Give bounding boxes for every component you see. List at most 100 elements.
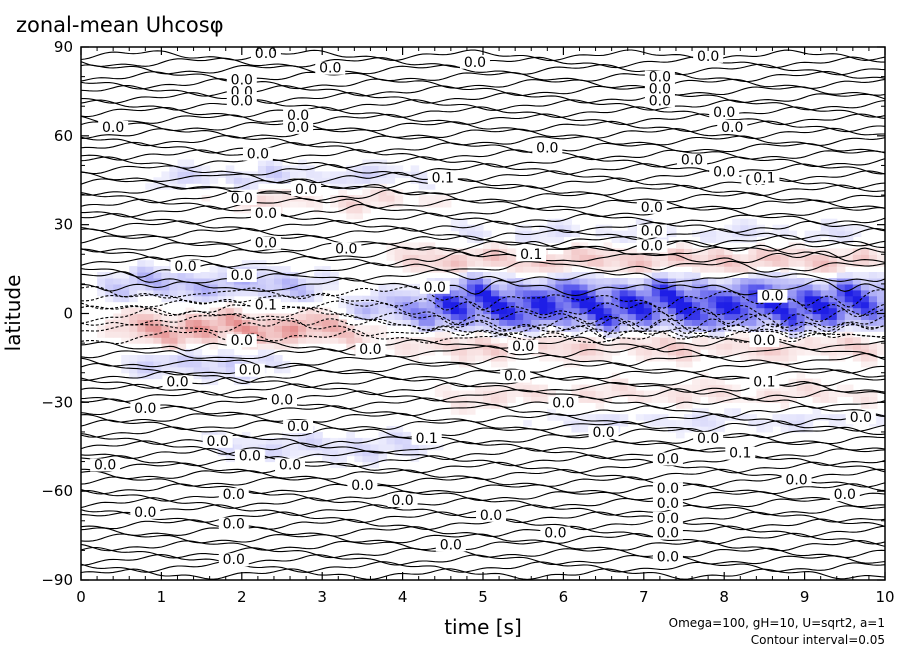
- field-cell: [499, 325, 508, 332]
- field-cell: [290, 171, 299, 178]
- field-cell: [772, 283, 781, 291]
- field-cell: [257, 283, 267, 291]
- field-cell: [370, 337, 379, 344]
- field-cell: [193, 313, 203, 320]
- field-cell: [852, 355, 862, 362]
- x-axis: 0 1 2 3 4 5 6 7 8 9 10: [76, 47, 895, 606]
- field-cell: [571, 248, 580, 255]
- field-cell: [314, 449, 323, 457]
- field-cell: [700, 301, 709, 309]
- field-cell: [611, 248, 621, 255]
- field-cell: [169, 325, 178, 332]
- field-cell: [772, 254, 781, 261]
- field-cell: [651, 414, 661, 421]
- field-cell: [571, 313, 580, 320]
- field-cell: [571, 343, 580, 350]
- field-cell: [732, 325, 741, 332]
- field-cell: [338, 455, 347, 463]
- field-cell: [354, 455, 363, 463]
- field-cell: [836, 283, 846, 291]
- field-cell: [684, 307, 693, 315]
- contour-label-bg: [725, 446, 756, 460]
- field-cell: [611, 230, 621, 238]
- field-cell: [322, 272, 331, 279]
- field-cell: [137, 260, 146, 267]
- field-cell: [860, 295, 870, 303]
- field-cell: [426, 248, 436, 255]
- field-cell: [587, 254, 597, 261]
- field-cell: [684, 384, 693, 392]
- field-cell: [499, 254, 508, 261]
- contour-line: [81, 141, 885, 154]
- field-cell: [643, 301, 653, 309]
- field-cell: [836, 301, 846, 309]
- field-cell: [137, 366, 146, 374]
- contour-line: [81, 92, 885, 104]
- field-cell: [507, 278, 516, 285]
- field-cell: [314, 177, 323, 184]
- contour-line: [81, 285, 885, 311]
- field-cell: [780, 349, 790, 356]
- field-cell: [756, 319, 765, 326]
- contour-label: 0.0: [351, 478, 373, 494]
- field-cell: [491, 337, 500, 344]
- field-cell: [877, 289, 885, 297]
- field-cell: [643, 396, 653, 403]
- field-cell: [402, 449, 412, 457]
- field-cell: [571, 278, 580, 285]
- field-cell: [868, 396, 878, 403]
- field-cell: [659, 283, 669, 291]
- contour-label: 0.0: [279, 457, 301, 473]
- field-cell: [796, 343, 806, 350]
- field-cell: [676, 289, 685, 297]
- field-cell: [700, 295, 709, 303]
- field-cell: [298, 165, 307, 172]
- field-cell: [402, 443, 412, 451]
- y-axis-label: latitude: [1, 275, 25, 352]
- field-cell: [201, 319, 211, 326]
- field-cell: [442, 343, 452, 350]
- field-cell: [257, 278, 267, 285]
- field-cell: [708, 283, 717, 291]
- field-cell: [217, 295, 227, 303]
- field-cell: [378, 307, 388, 315]
- field-cell: [860, 343, 870, 350]
- field-cell: [282, 201, 291, 208]
- field-cell: [732, 319, 741, 326]
- field-cell: [828, 325, 838, 332]
- field-cell: [153, 266, 162, 273]
- field-cell: [667, 254, 677, 261]
- field-cell: [523, 390, 532, 397]
- field-cell: [450, 402, 460, 409]
- field-cell: [531, 260, 540, 267]
- field-cell: [483, 337, 492, 344]
- field-cell: [563, 337, 572, 344]
- field-cell: [635, 260, 645, 267]
- field-cell: [129, 307, 138, 315]
- footnote-contour-interval: Contour interval=0.05: [751, 633, 885, 647]
- field-cell: [225, 319, 235, 326]
- field-cell: [145, 313, 154, 320]
- field-cell: [145, 325, 154, 332]
- field-cell: [97, 289, 106, 297]
- contour-label: 0.0: [255, 235, 277, 251]
- field-cell: [105, 295, 114, 303]
- field-cell: [257, 343, 267, 350]
- field-cell: [225, 307, 235, 315]
- field-cell: [820, 349, 830, 356]
- contour-label: 0.0: [761, 289, 783, 305]
- field-cell: [507, 301, 516, 309]
- field-cell: [611, 307, 621, 315]
- field-cell: [619, 236, 629, 243]
- field-cell: [587, 325, 597, 332]
- field-cell: [860, 396, 870, 403]
- field-cell: [571, 224, 580, 232]
- field-cell: [708, 343, 717, 350]
- field-cell: [836, 272, 846, 279]
- field-cell: [667, 313, 677, 320]
- field-cell: [298, 337, 307, 344]
- field-cell: [667, 295, 677, 303]
- field-cell: [475, 272, 484, 279]
- field-cell: [651, 325, 661, 332]
- field-cell: [643, 313, 653, 320]
